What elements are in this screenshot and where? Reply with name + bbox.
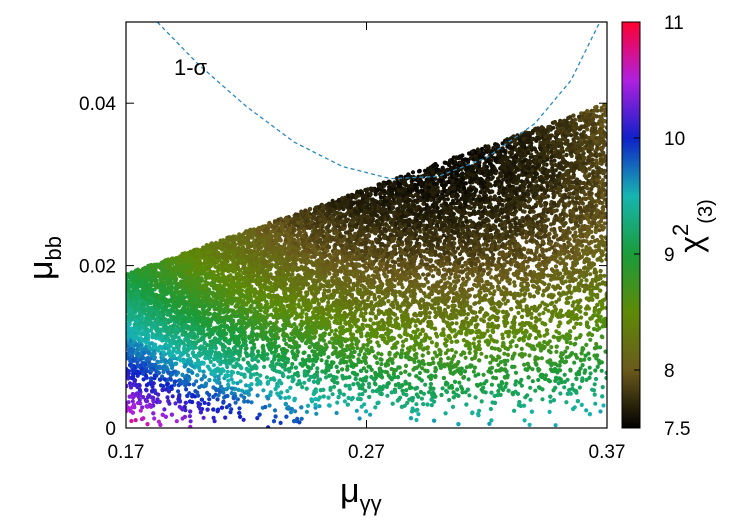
scatter-point [276, 358, 281, 363]
scatter-point [272, 408, 278, 413]
scatter-point [463, 355, 468, 360]
scatter-point [543, 373, 549, 378]
scatter-point [302, 380, 307, 385]
scatter-point [460, 390, 465, 395]
scatter-point [502, 351, 507, 356]
scatter-point [457, 380, 462, 385]
scatter-point [477, 339, 482, 344]
scatter-point [471, 369, 476, 374]
scatter-point [357, 416, 362, 421]
scatter-point [524, 239, 529, 245]
scatter-point [548, 399, 553, 404]
scatter-point [429, 340, 435, 345]
scatter-point [570, 195, 575, 200]
scatter-point [304, 312, 309, 317]
scatter-point [536, 377, 541, 383]
scatter-point [174, 419, 179, 424]
scatter-point [464, 316, 469, 321]
scatter-point [505, 352, 511, 357]
scatter-point [376, 351, 381, 356]
scatter-point [256, 359, 261, 364]
scatter-point [345, 364, 350, 369]
scatter-point [423, 382, 428, 387]
scatter-point [370, 311, 375, 316]
scatter-point [369, 345, 374, 350]
scatter-point [481, 372, 486, 377]
scatter-point [417, 370, 422, 376]
scatter-point [542, 339, 547, 345]
scatter-point [285, 389, 290, 394]
scatter-point [211, 415, 216, 420]
scatter-point [244, 351, 249, 356]
scatter-point [289, 406, 294, 412]
scatter-point [531, 294, 537, 299]
scatter-point [249, 400, 254, 405]
scatter-point [518, 336, 523, 341]
scatter-point [496, 388, 501, 394]
scatter-point [578, 366, 583, 371]
scatter-point [460, 276, 466, 281]
scatter-point [414, 402, 419, 407]
scatter-point [385, 393, 390, 398]
scatter-point [503, 301, 508, 306]
scatter-point [343, 383, 348, 388]
scatter-point [557, 297, 562, 302]
scatter-point [176, 335, 181, 340]
scatter-point [176, 389, 181, 394]
scatter-point [341, 392, 346, 397]
scatter-point [588, 272, 593, 277]
scatter-point [152, 416, 157, 421]
scatter-point [477, 408, 482, 413]
scatter-point [500, 141, 505, 146]
scatter-point [290, 361, 295, 367]
scatter-point [471, 341, 476, 346]
scatter-point [484, 354, 489, 359]
scatter-point [579, 402, 584, 407]
scatter-point [165, 381, 170, 386]
scatter-point [533, 388, 538, 393]
scatter-point [467, 350, 472, 355]
scatter-points [126, 103, 607, 428]
scatter-point [476, 343, 482, 348]
scatter-point [568, 391, 573, 396]
scatter-point [488, 360, 493, 365]
scatter-point [528, 385, 533, 390]
scatter-point [505, 298, 510, 304]
scatter-point [416, 412, 421, 417]
scatter-point [421, 391, 427, 396]
scatter-point [393, 382, 398, 388]
scatter-point [315, 366, 320, 371]
scatter-point [141, 416, 146, 421]
scatter-point [361, 366, 366, 371]
scatter-point [129, 418, 134, 424]
scatter-point [372, 381, 377, 386]
scatter-point [593, 368, 598, 373]
scatter-point [539, 356, 545, 361]
scatter-point [537, 312, 542, 317]
scatter-point [528, 397, 533, 402]
